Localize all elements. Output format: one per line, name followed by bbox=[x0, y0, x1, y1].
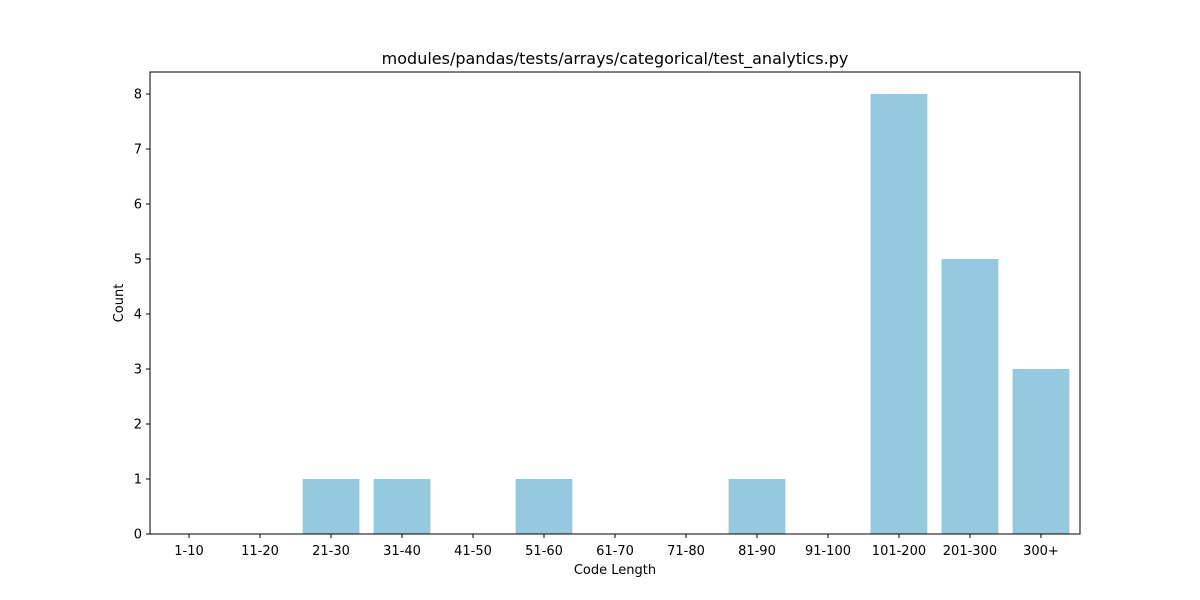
x-tick-label: 201-300 bbox=[943, 544, 997, 559]
bar-201-300 bbox=[941, 259, 999, 534]
x-tick-label: 61-70 bbox=[596, 544, 634, 559]
x-tick-label: 41-50 bbox=[454, 544, 492, 559]
x-tick-label: 31-40 bbox=[383, 544, 421, 559]
x-tick-label: 51-60 bbox=[525, 544, 563, 559]
x-tick-label: 21-30 bbox=[312, 544, 350, 559]
bar-51-60 bbox=[515, 479, 573, 534]
bar-81-90 bbox=[728, 479, 786, 534]
plot-area-frame bbox=[149, 71, 1081, 535]
x-axis-label: Code Length bbox=[574, 563, 656, 578]
bar-31-40 bbox=[373, 479, 431, 534]
x-axis-ticks: 1-10 11-20 21-30 31-40 41-50 51-60 61-70 71-80 8… bbox=[174, 534, 1059, 559]
x-tick-label: 300+ bbox=[1023, 544, 1059, 559]
y-tick-label: 5 bbox=[134, 253, 142, 268]
bars bbox=[302, 94, 1070, 534]
y-axis-label: Count bbox=[112, 284, 127, 323]
x-tick-label: 1-10 bbox=[174, 544, 204, 559]
x-tick-label: 101-200 bbox=[872, 544, 926, 559]
bar-21-30 bbox=[302, 479, 360, 534]
y-tick-label: 1 bbox=[134, 473, 142, 488]
x-tick-label: 11-20 bbox=[241, 544, 279, 559]
x-tick-label: 71-80 bbox=[667, 544, 705, 559]
y-tick-label: 6 bbox=[134, 198, 142, 213]
y-tick-label: 2 bbox=[134, 418, 142, 433]
y-tick-label: 7 bbox=[134, 143, 142, 158]
x-tick-label: 91-100 bbox=[805, 544, 851, 559]
y-tick-label: 3 bbox=[134, 363, 142, 378]
y-tick-label: 4 bbox=[134, 308, 142, 323]
bar-300+ bbox=[1012, 369, 1070, 534]
bar-101-200 bbox=[870, 94, 928, 534]
y-tick-label: 0 bbox=[134, 528, 142, 543]
y-tick-label: 8 bbox=[134, 88, 142, 103]
y-axis-ticks: 0 1 2 3 4 5 6 7 8 bbox=[134, 88, 150, 543]
chart-title: modules/pandas/tests/arrays/categorical/… bbox=[382, 49, 849, 69]
x-tick-label: 81-90 bbox=[738, 544, 776, 559]
